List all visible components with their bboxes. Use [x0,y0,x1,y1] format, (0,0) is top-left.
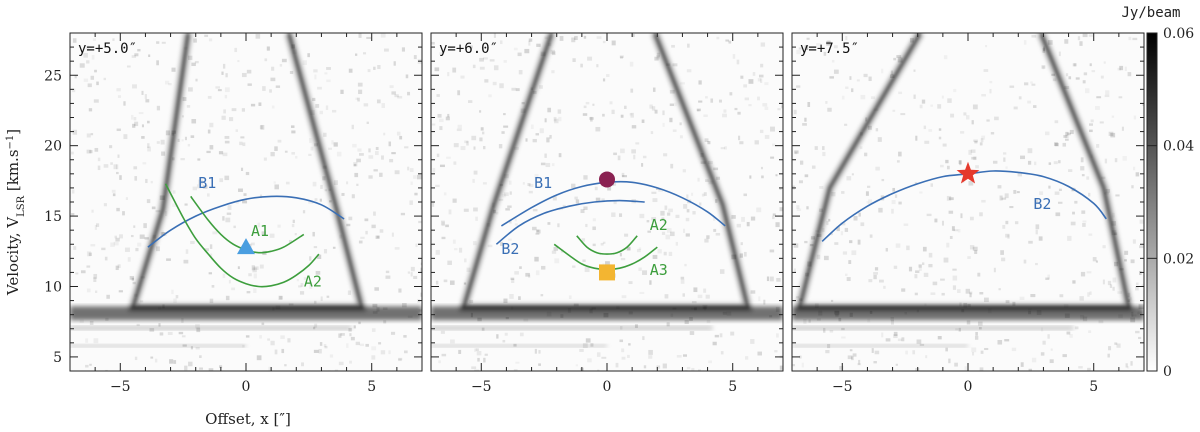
x-tick-label: −5 [832,379,853,395]
curve-label-a1: A1 [251,222,269,240]
colorbar-tick-label: 0.02 [1163,251,1194,267]
y-tick-label: 20 [44,139,62,155]
colorbar: Jy/beam 0 0.02 0.04 0.06 [1121,5,1194,380]
x-tick-label: 5 [367,379,376,395]
panels-group: −5 0 5 5 10 15 20 25 y=+5.0″ B1 A1 A2 −5 0 5 y=+6.0″ B1 B… [44,32,1145,395]
panel-3: −5 0 5 y=+7.5″ B2 [791,32,1145,395]
y-axis-title-unit-exp: −1 [5,135,16,150]
y-axis-title-main: Velocity, V [4,216,22,296]
x-tick-label: −5 [110,379,131,395]
panel-1: −5 0 5 5 10 15 20 25 y=+5.0″ B1 A1 A2 [44,32,423,395]
curve-b2 [495,199,645,245]
y-tick-label: 25 [44,68,62,84]
colorbar-unit-label: Jy/beam [1121,5,1180,21]
curve-b1 [500,180,726,227]
x-tick-label: 0 [242,379,251,395]
x-tick-label: 0 [964,379,973,395]
curve-label-b1: B1 [198,174,216,192]
x-axis-title: Offset, x [″] [205,410,291,428]
curve-label-b1: B1 [534,174,552,192]
circle-marker [599,171,615,188]
y-axis-title: Velocity, VLSR [km.s−1] [4,129,27,296]
panel-label: y=+5.0″ [78,41,137,57]
emission-map [792,33,1144,371]
panel-label: y=+6.0″ [439,41,498,57]
y-tick-label: 10 [44,280,62,296]
curve-label-b2: B2 [501,240,519,258]
x-tick-label: 5 [728,379,737,395]
colorbar-tick-label: 0 [1163,364,1172,380]
x-tick-label: 5 [1089,379,1098,395]
x-tick-label: 0 [603,379,612,395]
curve-label-a2: A2 [650,216,668,234]
x-tick-label: −5 [471,379,492,395]
panel-2: −5 0 5 y=+6.0″ B1 B2 A2 A3 [430,32,784,395]
colorbar-gradient [1146,32,1158,372]
emission-map [431,33,783,371]
square-marker [599,264,615,281]
curve-label-a2: A2 [304,273,322,291]
colorbar-tick-label: 0.06 [1163,26,1194,42]
panel-label: y=+7.5″ [800,41,859,57]
curve-b1 [147,195,345,248]
y-axis-title-unit-pre: [km.s [4,149,22,195]
curve-a2 [164,183,320,288]
y-tick-label: 15 [44,209,62,225]
curve-a2 [576,235,638,255]
emission-map [70,33,422,371]
y-tick-label: 5 [53,350,62,366]
curve-label-b2: B2 [1033,195,1051,213]
star-marker [956,161,980,184]
curve-label-a3: A3 [650,261,668,279]
colorbar-tick-label: 0.04 [1163,139,1194,155]
y-axis-title-unit-post: ] [4,129,22,135]
y-axis-title-sub: LSR [16,195,27,216]
triangle-marker [237,238,255,255]
